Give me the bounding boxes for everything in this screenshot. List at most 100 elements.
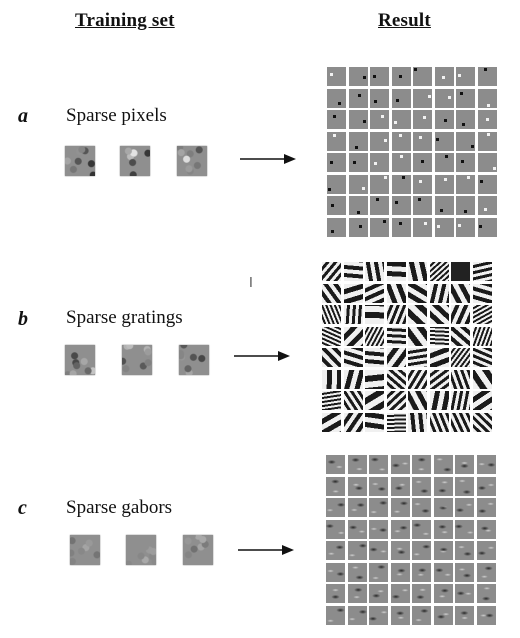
basis-function-cell (326, 605, 345, 625)
basis-function-cell (348, 174, 368, 194)
basis-function-cell (327, 131, 346, 151)
basis-function-cell (386, 305, 406, 324)
basis-function-cell (412, 541, 431, 560)
basis-function-cell (326, 476, 345, 496)
basis-function-cell (369, 605, 388, 625)
basis-function-cell (343, 348, 363, 367)
basis-function-cell (327, 67, 346, 86)
basis-function-cell (434, 88, 454, 108)
basis-function-cell (322, 283, 341, 303)
basis-function-cell (477, 67, 497, 86)
basis-function-cell (386, 262, 406, 281)
basis-function-cell (433, 519, 453, 539)
basis-function-cell (408, 326, 427, 346)
basis-function-cell (476, 498, 496, 517)
basis-function-cell (348, 196, 368, 215)
basis-function-cell (365, 262, 384, 281)
basis-function-cell (326, 498, 345, 517)
basis-function-cell (369, 455, 388, 474)
basis-function-cell (429, 348, 449, 367)
basis-function-cell (433, 605, 453, 625)
basis-function-cell (412, 562, 431, 582)
basis-function-cell (370, 196, 389, 215)
training-image (126, 535, 156, 565)
basis-function-cell (391, 131, 411, 151)
basis-function-cell (322, 369, 341, 389)
basis-function-cell (327, 110, 346, 129)
basis-function-cell (434, 110, 454, 129)
basis-function-cell (343, 391, 363, 410)
basis-function-cell (413, 88, 432, 108)
basis-function-cell (476, 562, 496, 582)
basis-function-cell (348, 110, 368, 129)
basis-function-cell (433, 541, 453, 560)
training-image (120, 146, 150, 176)
basis-function-cell (365, 391, 384, 410)
basis-function-cell (370, 174, 389, 194)
basis-function-cell (408, 391, 427, 410)
basis-function-cell (476, 519, 496, 539)
basis-function-cell (347, 562, 367, 582)
arrow-icon (240, 154, 296, 164)
basis-function-cell (386, 391, 406, 410)
basis-function-cell (413, 174, 432, 194)
basis-function-cell (477, 88, 497, 108)
basis-function-cell (408, 412, 427, 432)
row-label-sparse-gratings: Sparse gratings (66, 307, 183, 328)
result-grid-gabors (326, 455, 496, 625)
basis-function-cell (476, 455, 496, 474)
basis-function-cell (455, 476, 474, 496)
basis-function-cell (327, 153, 346, 172)
basis-function-cell (456, 174, 475, 194)
basis-function-cell (369, 519, 388, 539)
result-header: Result (378, 10, 431, 31)
basis-function-cell (343, 283, 363, 303)
basis-function-cell (413, 217, 432, 237)
basis-function-cell (455, 605, 474, 625)
basis-function-cell (343, 369, 363, 389)
basis-function-cell (412, 498, 431, 517)
basis-function-cell (370, 153, 389, 172)
basis-function-cell (322, 412, 341, 432)
row-letter-b: b (18, 308, 28, 330)
basis-function-cell (322, 348, 341, 367)
basis-function-cell (433, 476, 453, 496)
basis-function-cell (472, 262, 492, 281)
training-image (65, 146, 95, 176)
basis-function-cell (412, 476, 431, 496)
basis-function-cell (370, 67, 389, 86)
basis-function-cell (456, 217, 475, 237)
basis-function-cell (343, 326, 363, 346)
basis-function-cell (456, 153, 475, 172)
basis-function-cell (451, 369, 470, 389)
basis-function-cell (429, 391, 449, 410)
basis-function-cell (348, 67, 368, 86)
basis-function-cell (369, 498, 388, 517)
basis-function-cell (390, 455, 410, 474)
basis-function-cell (326, 541, 345, 560)
basis-function-cell (413, 196, 432, 215)
basis-function-cell (434, 196, 454, 215)
basis-function-cell (365, 283, 384, 303)
result-grid-gratings (322, 262, 492, 432)
basis-function-cell (455, 562, 474, 582)
basis-function-cell (343, 262, 363, 281)
basis-function-cell (433, 562, 453, 582)
basis-function-cell (456, 88, 475, 108)
basis-function-cell (343, 305, 363, 324)
basis-function-cell (434, 131, 454, 151)
basis-function-cell (369, 541, 388, 560)
basis-function-cell (365, 412, 384, 432)
basis-function-cell (455, 455, 474, 474)
training-image (177, 146, 207, 176)
basis-function-cell (322, 391, 341, 410)
arrow-icon (234, 351, 290, 361)
basis-function-cell (472, 326, 492, 346)
basis-function-cell (433, 455, 453, 474)
basis-function-cell (326, 584, 345, 603)
training-image (122, 345, 152, 375)
basis-function-cell (322, 305, 341, 324)
basis-function-cell (347, 519, 367, 539)
basis-function-cell (412, 584, 431, 603)
basis-function-cell (429, 262, 449, 281)
